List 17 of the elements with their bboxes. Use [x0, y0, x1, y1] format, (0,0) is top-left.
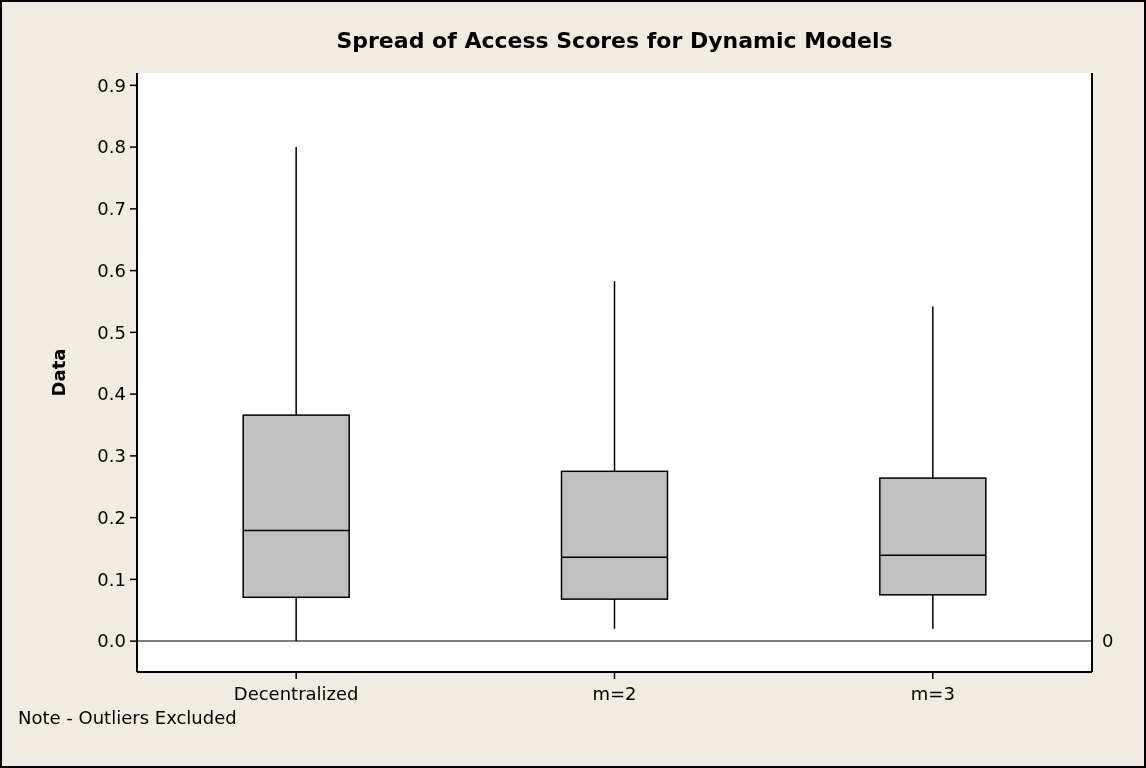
y-tick-label: 0.6 — [97, 259, 126, 281]
y-tick-label: 0.9 — [97, 74, 126, 96]
text: Note - Outliers Excluded — [18, 707, 237, 728]
y-tick-label: 0.0 — [97, 630, 126, 652]
y-tick-label: 0.1 — [97, 568, 126, 590]
y-tick-label: 0.7 — [97, 198, 126, 220]
y-tick-label: 0.8 — [97, 136, 126, 158]
ref-line-label: 0 — [1102, 630, 1114, 652]
x-tick-label: m=3 — [910, 683, 955, 704]
y-axis-title: Data — [48, 348, 69, 397]
y-tick-label: 0.3 — [97, 445, 126, 467]
y-tick-label: 0.4 — [97, 383, 126, 405]
chart-title: Spread of Access Scores for Dynamic Models — [336, 28, 893, 53]
y-tick-label: 0.2 — [97, 506, 126, 528]
x-tick-label: m=2 — [592, 683, 637, 704]
y-tick-label: 0.5 — [97, 321, 126, 343]
x-tick-label: Decentralized — [233, 683, 359, 704]
